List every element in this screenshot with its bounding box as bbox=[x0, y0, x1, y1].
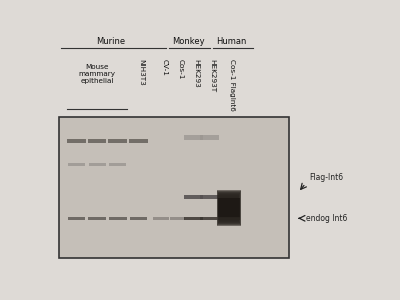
Bar bbox=[218, 192, 240, 224]
Bar bbox=[200, 195, 219, 199]
Text: CV-1: CV-1 bbox=[161, 59, 167, 76]
Bar bbox=[219, 195, 239, 221]
Bar bbox=[222, 201, 236, 215]
Bar bbox=[88, 139, 106, 143]
Bar bbox=[68, 217, 85, 220]
Bar bbox=[218, 198, 240, 218]
Bar bbox=[218, 217, 240, 220]
Bar bbox=[220, 197, 238, 219]
Bar bbox=[110, 164, 126, 166]
Text: Human: Human bbox=[216, 38, 246, 46]
Bar bbox=[89, 164, 106, 166]
Text: Cos-1: Cos-1 bbox=[178, 59, 184, 80]
Text: Murine: Murine bbox=[96, 38, 125, 46]
Bar bbox=[217, 190, 241, 226]
Bar bbox=[88, 217, 106, 220]
Bar bbox=[59, 117, 289, 258]
Text: endog Int6: endog Int6 bbox=[306, 214, 347, 223]
Text: Mouse
mammary
epithelial: Mouse mammary epithelial bbox=[79, 64, 116, 84]
Bar bbox=[200, 217, 219, 220]
Text: Cos-1 FlagInt6: Cos-1 FlagInt6 bbox=[229, 59, 235, 111]
Bar bbox=[221, 199, 237, 217]
Bar bbox=[220, 196, 238, 220]
Bar bbox=[170, 217, 185, 220]
Bar bbox=[129, 139, 148, 143]
Bar bbox=[68, 164, 85, 166]
Text: HEK293: HEK293 bbox=[194, 59, 200, 88]
Bar bbox=[130, 217, 147, 220]
Bar bbox=[109, 217, 127, 220]
Bar bbox=[108, 139, 127, 143]
Bar bbox=[200, 135, 219, 140]
Bar bbox=[184, 217, 203, 220]
Bar bbox=[184, 135, 203, 140]
Text: NIH3T3: NIH3T3 bbox=[138, 59, 144, 86]
Text: Flag-Int6: Flag-Int6 bbox=[309, 173, 343, 182]
Bar bbox=[154, 217, 169, 220]
Bar bbox=[184, 195, 203, 199]
Bar bbox=[218, 191, 241, 225]
Bar bbox=[219, 194, 239, 222]
Text: HEK293T: HEK293T bbox=[210, 59, 216, 92]
Bar bbox=[221, 200, 237, 216]
Text: Monkey: Monkey bbox=[172, 38, 204, 46]
Bar bbox=[67, 139, 86, 143]
Bar bbox=[218, 193, 240, 223]
Bar bbox=[220, 198, 238, 218]
